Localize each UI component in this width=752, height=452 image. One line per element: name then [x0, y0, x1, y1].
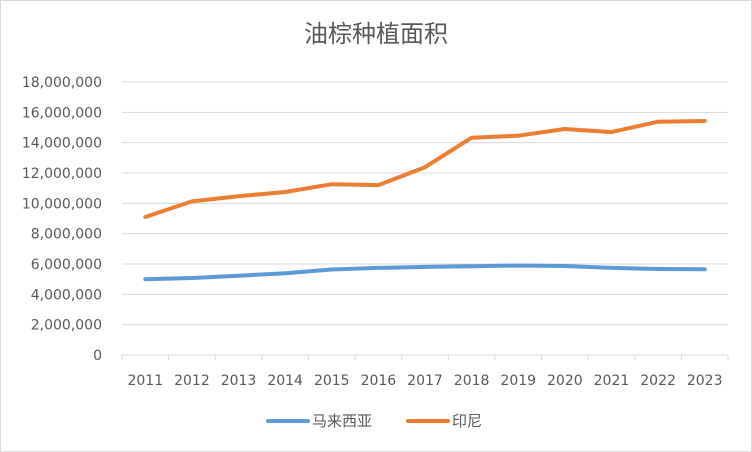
y-tick-label: 18,000,000 — [22, 75, 102, 91]
x-tick-label: 2015 — [314, 373, 350, 389]
chart-title: 油棕种植面积 — [304, 20, 448, 48]
x-tick-label: 2018 — [454, 373, 490, 389]
x-tick-label: 2022 — [640, 373, 676, 389]
y-tick-label: 14,000,000 — [22, 136, 102, 152]
x-tick-label: 2019 — [500, 373, 536, 389]
y-tick-label: 16,000,000 — [22, 105, 102, 121]
series-line-0 — [143, 263, 707, 282]
x-tick-label: 2021 — [594, 373, 630, 389]
x-tick-label: 2013 — [221, 373, 257, 389]
x-tick-label: 2011 — [127, 373, 163, 389]
y-tick-label: 2,000,000 — [31, 318, 102, 334]
y-tick-label: 10,000,000 — [22, 196, 102, 212]
x-tick-label: 2016 — [361, 373, 397, 389]
y-tick-label: 6,000,000 — [31, 257, 102, 273]
y-tick-label: 12,000,000 — [22, 166, 102, 182]
y-tick-label: 8,000,000 — [31, 227, 102, 243]
x-tick-label: 2020 — [547, 373, 583, 389]
legend-label: 马来西亚 — [312, 412, 372, 430]
legend-label: 印尼 — [452, 412, 482, 430]
x-tick-label: 2012 — [174, 373, 210, 389]
x-tick-label: 2023 — [687, 373, 723, 389]
y-tick-label: 0 — [93, 348, 102, 364]
x-tick-label: 2017 — [407, 373, 443, 389]
series-line-1 — [143, 119, 707, 219]
x-tick-label: 2014 — [267, 373, 303, 389]
y-tick-label: 4,000,000 — [31, 287, 102, 303]
